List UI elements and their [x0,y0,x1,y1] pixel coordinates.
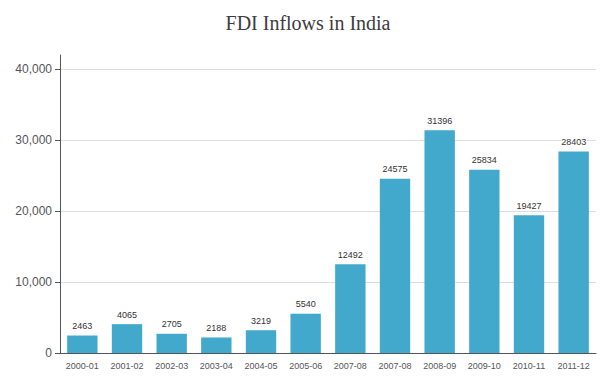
svg-text:FDI Inflows in India: FDI Inflows in India [226,12,391,34]
svg-text:4065: 4065 [117,310,137,320]
svg-text:31396: 31396 [427,116,452,126]
svg-text:2007-08: 2007-08 [378,361,411,371]
svg-text:5540: 5540 [296,299,316,309]
svg-text:2009-10: 2009-10 [468,361,501,371]
svg-text:30,000: 30,000 [15,133,52,147]
svg-text:2005-06: 2005-06 [289,361,322,371]
svg-text:28403: 28403 [561,137,586,147]
svg-text:2010-11: 2010-11 [513,361,545,371]
svg-text:0: 0 [45,346,52,360]
svg-text:2463: 2463 [72,321,92,331]
svg-text:2000-01: 2000-01 [66,361,99,371]
svg-text:2002-03: 2002-03 [155,361,188,371]
svg-text:3219: 3219 [251,316,271,326]
svg-text:2188: 2188 [206,323,226,333]
svg-text:20,000: 20,000 [15,204,52,218]
svg-text:2003-04: 2003-04 [200,361,233,371]
svg-text:24575: 24575 [382,164,407,174]
svg-text:19427: 19427 [516,201,541,211]
svg-text:25834: 25834 [472,155,497,165]
svg-text:10,000: 10,000 [15,275,52,289]
svg-text:2001-02: 2001-02 [110,361,143,371]
svg-text:2011-12: 2011-12 [557,361,589,371]
svg-text:12492: 12492 [338,250,363,260]
svg-text:2007-08: 2007-08 [334,361,367,371]
svg-text:2705: 2705 [162,319,182,329]
svg-text:2008-09: 2008-09 [423,361,456,371]
svg-text:40,000: 40,000 [15,62,52,76]
svg-text:2004-05: 2004-05 [244,361,277,371]
